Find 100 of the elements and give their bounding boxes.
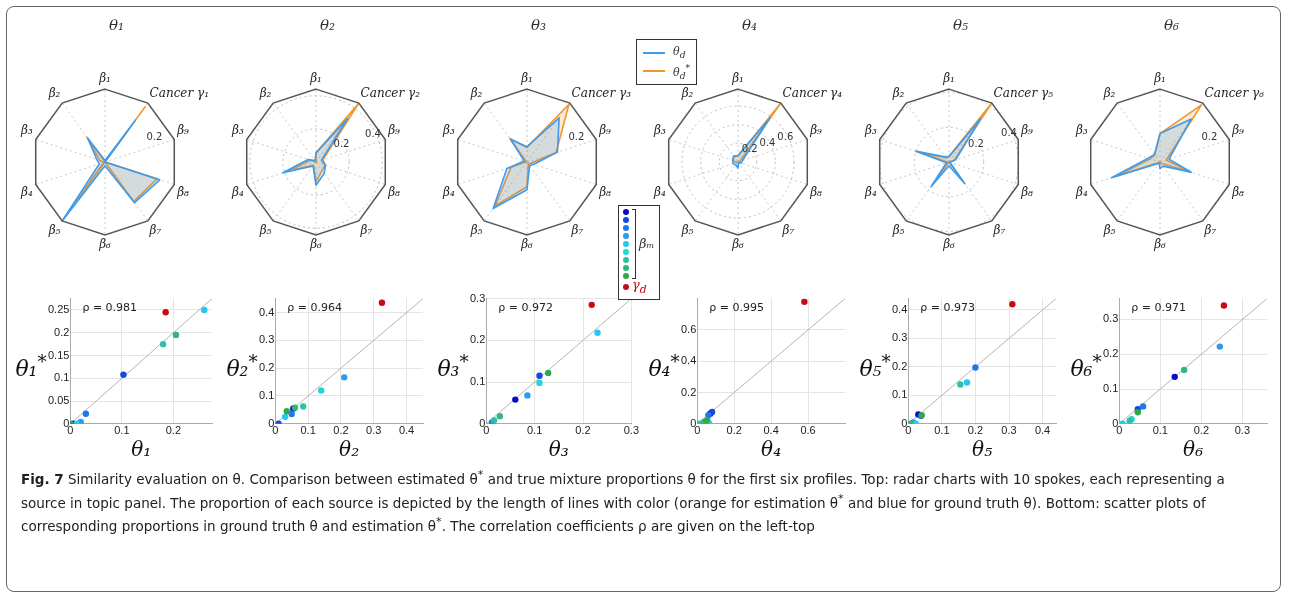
spoke-label: β₅ xyxy=(891,222,905,237)
spoke-label: β₁ xyxy=(1153,71,1166,86)
y-axis-title: θ₂$^{*}$ xyxy=(226,351,258,382)
spoke-label: β₇ xyxy=(148,222,162,237)
x-tick-label: 0.1 xyxy=(1152,424,1168,437)
x-axis-title: θ₂ xyxy=(339,437,360,462)
y-tick-label: 0.25 xyxy=(47,303,70,316)
spoke-label: β₇ xyxy=(781,222,795,237)
y-tick-label: 0.2 xyxy=(469,333,486,346)
x-tick-label: 0.6 xyxy=(800,424,816,437)
spoke-label: β₈ xyxy=(176,184,190,199)
spoke-label: β₇ xyxy=(359,222,373,237)
y-tick-label: 0.2 xyxy=(54,325,70,338)
text: 0.2 xyxy=(568,130,585,142)
spoke-label: β₇ xyxy=(992,222,1006,237)
spoke-label: β₁ xyxy=(98,71,111,86)
spoke-label: β₄ xyxy=(442,184,456,199)
spoke-label: β₁ xyxy=(942,71,955,86)
spoke-label: β₄ xyxy=(20,184,34,199)
text: 0.2 xyxy=(146,130,163,142)
x-axis-title: θ₅ xyxy=(972,437,993,462)
y-axis-title: θ₆$^{*}$ xyxy=(1070,351,1102,382)
chart-title: θ₅ xyxy=(952,15,969,34)
spoke-label: β₆ xyxy=(1153,237,1167,252)
spoke-label: Cancer γ₆ xyxy=(1204,85,1265,100)
spoke-label: β₃ xyxy=(20,123,34,138)
x-axis-title: θ₄ xyxy=(761,437,782,462)
spoke-label: β₉ xyxy=(1020,123,1034,138)
spoke-label: β₁ xyxy=(309,71,322,86)
spoke-label: β₉ xyxy=(176,123,190,138)
spoke-label: β₂ xyxy=(47,85,61,100)
y-axis-title: θ₃$^{*}$ xyxy=(437,351,469,382)
spoke-label: β₈ xyxy=(809,184,823,199)
chart-title: θ₃ xyxy=(530,15,547,34)
spoke-label: β₂ xyxy=(891,85,905,100)
spoke-label: β₇ xyxy=(1203,222,1217,237)
annotation: ρ = 0.995 xyxy=(709,300,764,314)
x-tick-label: 0.2 xyxy=(575,424,591,437)
spoke-label: Cancer γ₁ xyxy=(149,85,209,100)
spoke-label: β₉ xyxy=(1231,123,1245,138)
y-axis-title: θ₄$^{*}$ xyxy=(648,351,680,382)
spoke-label: β₈ xyxy=(1020,184,1034,199)
y-tick-label: 0.2 xyxy=(1102,347,1119,360)
text: 0.2 xyxy=(1201,130,1218,142)
y-tick-label: 0.6 xyxy=(680,322,697,335)
text: Fig. 7 xyxy=(21,470,64,487)
spoke-label: β₂ xyxy=(680,85,694,100)
x-tick-label: 0.2 xyxy=(165,424,182,437)
spoke-label: β₄ xyxy=(231,184,245,199)
x-tick-label: 0.2 xyxy=(726,424,742,437)
spoke-label: Cancer γ₅ xyxy=(993,85,1054,100)
x-tick-label: 0.3 xyxy=(1001,424,1017,437)
chart-title: θ₂ xyxy=(319,15,336,34)
annotation: ρ = 0.972 xyxy=(498,300,553,314)
spoke-label: β₈ xyxy=(1231,184,1245,199)
y-tick-label: 0.1 xyxy=(891,388,908,401)
spoke-label: β₁ xyxy=(731,71,744,86)
x-tick-label: 0.4 xyxy=(398,424,415,437)
x-tick-label: 0.2 xyxy=(333,424,349,437)
legend-label: βₘ xyxy=(639,236,655,251)
y-tick-label: 0.1 xyxy=(1102,382,1119,395)
y-tick-label: 0.1 xyxy=(258,389,275,402)
spoke-label: β₆ xyxy=(98,237,112,252)
y-axis-title: θ₅$^{*}$ xyxy=(859,351,891,382)
annotation: ρ = 0.981 xyxy=(82,300,138,314)
spoke-label: β₃ xyxy=(1075,123,1089,138)
chart-title: θ₁ xyxy=(108,15,125,34)
x-tick-label: 0.2 xyxy=(967,424,984,437)
spoke-label: β₆ xyxy=(731,237,745,252)
y-tick-label: 0.4 xyxy=(680,354,697,367)
x-axis-title: θ₃ xyxy=(548,437,569,462)
y-tick-label: 0.3 xyxy=(469,291,486,304)
spoke-label: β₅ xyxy=(469,222,483,237)
spoke-label: β₁ xyxy=(520,71,533,86)
y-tick-label: 0.2 xyxy=(891,359,908,372)
annotation: ρ = 0.964 xyxy=(287,300,342,314)
y-tick-label: 0.3 xyxy=(891,331,908,344)
spoke-label: β₅ xyxy=(680,222,694,237)
spoke-label: Cancer γ₂ xyxy=(360,85,421,100)
spoke-label: β₃ xyxy=(653,123,667,138)
spoke-label: β₆ xyxy=(309,237,323,252)
y-tick-label: 0.3 xyxy=(258,333,275,346)
x-tick-label: 0.1 xyxy=(300,424,316,437)
chart-title: θ₄ xyxy=(741,15,758,34)
x-tick-label: 0.4 xyxy=(763,424,779,437)
y-tick-label: 0.15 xyxy=(47,348,70,361)
y-tick-label: 0.05 xyxy=(47,394,70,407)
spoke-label: β₇ xyxy=(570,222,584,237)
spoke-label: β₄ xyxy=(653,184,667,199)
spoke-label: β₉ xyxy=(809,123,823,138)
x-tick-label: 0.3 xyxy=(366,424,382,437)
spoke-label: β₈ xyxy=(387,184,401,199)
x-tick-label: 0.3 xyxy=(623,424,639,437)
x-tick-label: 0.1 xyxy=(934,424,950,437)
spoke-label: β₉ xyxy=(598,123,612,138)
y-tick-label: 0.1 xyxy=(54,371,70,384)
x-tick-label: 0.1 xyxy=(527,424,543,437)
x-tick-label: 0.2 xyxy=(1193,424,1209,437)
spoke-label: β₆ xyxy=(520,237,534,252)
y-tick-label: 0.2 xyxy=(258,361,275,374)
